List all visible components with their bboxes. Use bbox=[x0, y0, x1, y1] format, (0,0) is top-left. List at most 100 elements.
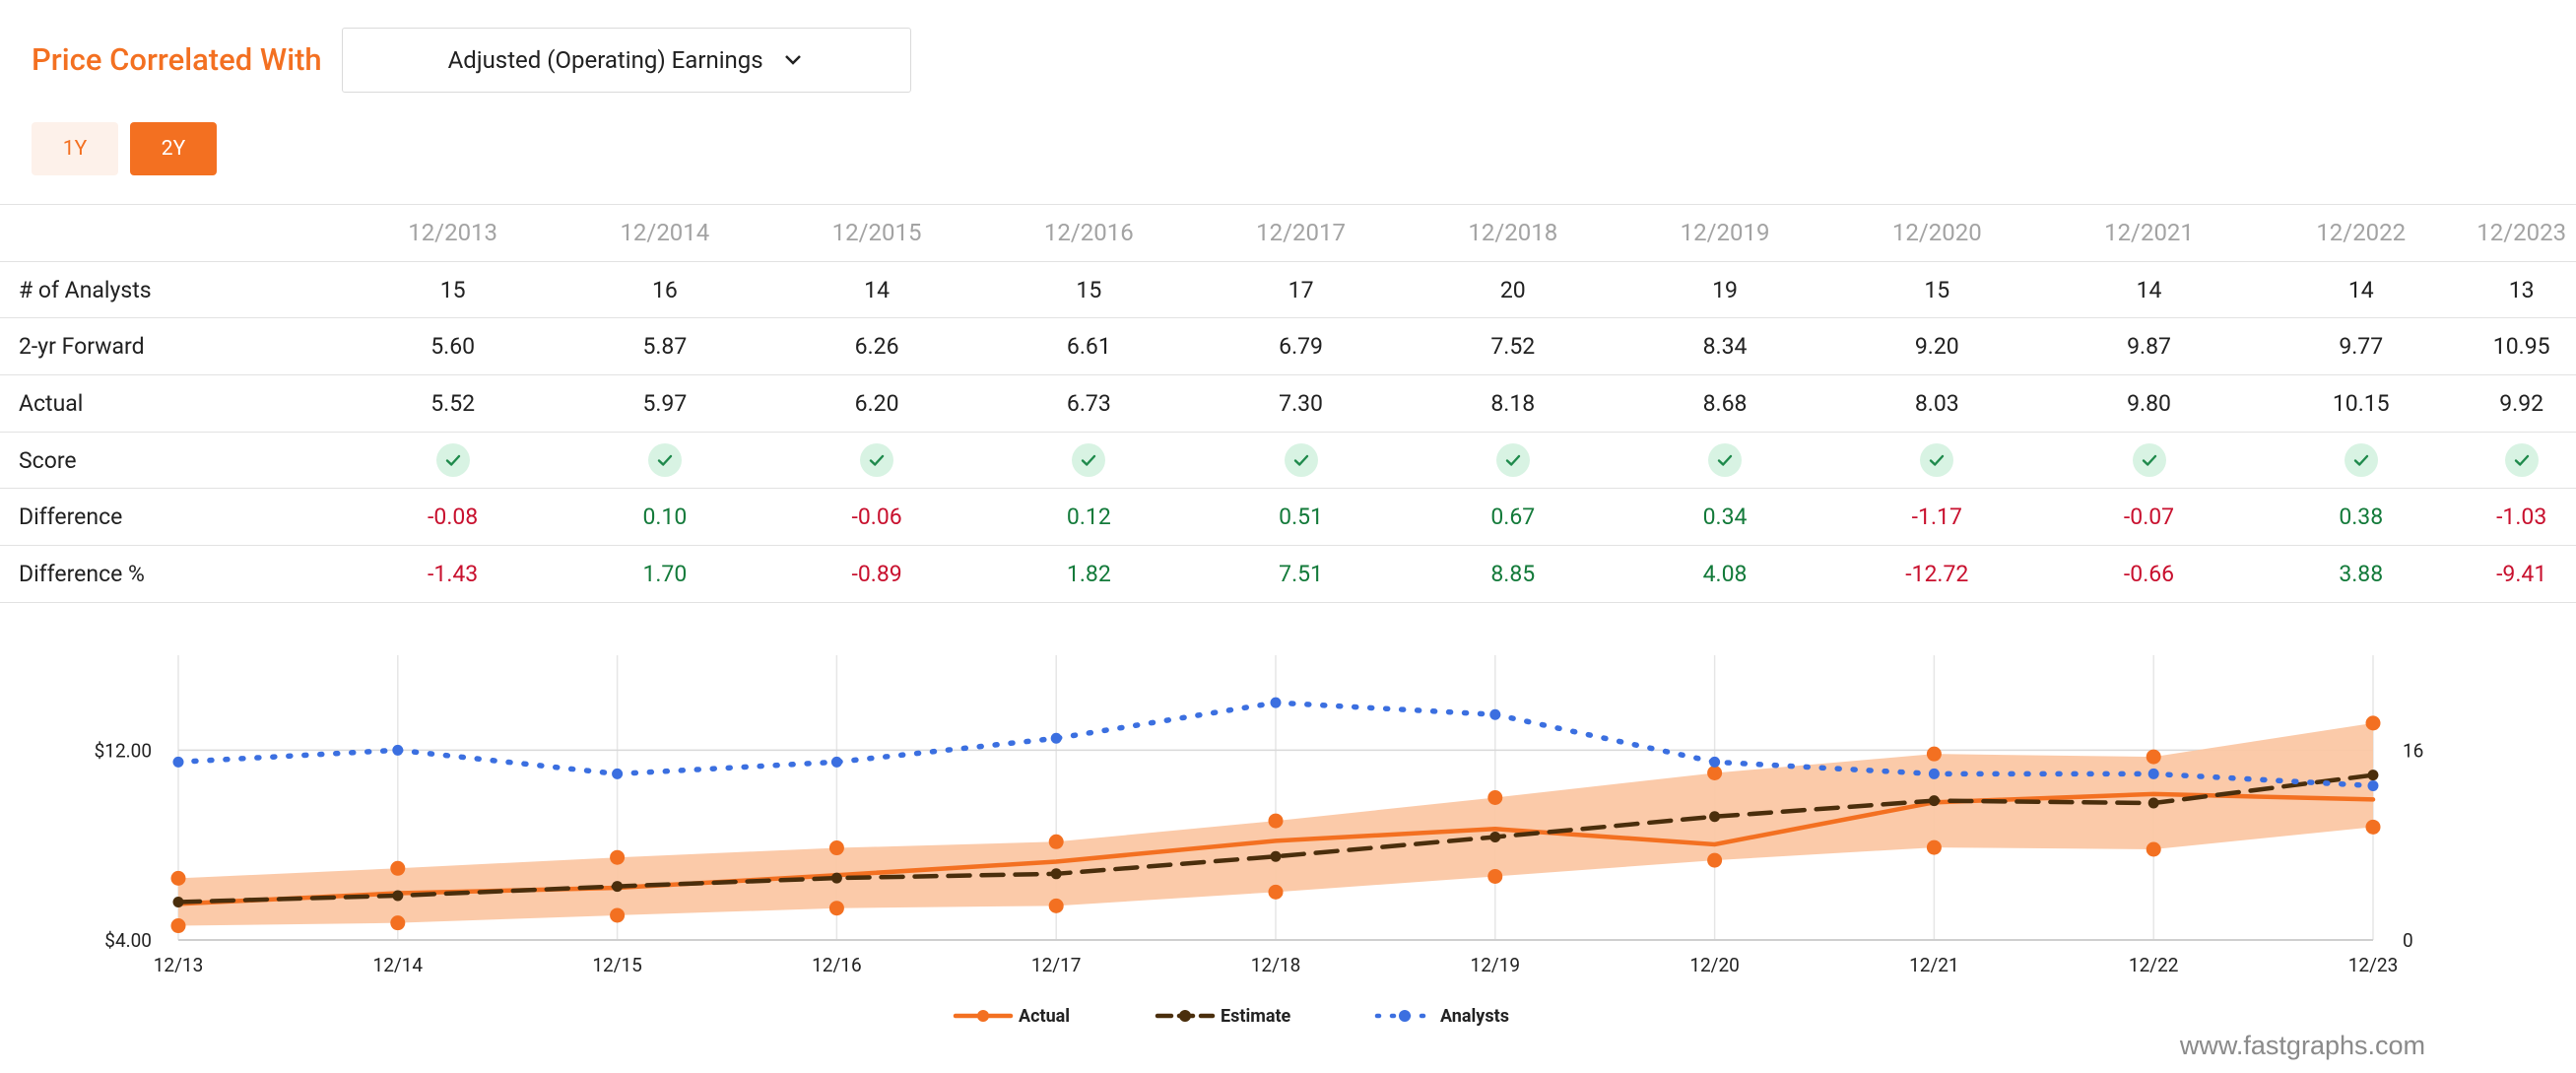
table-cell: 0.10 bbox=[559, 488, 771, 546]
series-line-actual bbox=[175, 791, 2376, 906]
table-cell: 6.73 bbox=[982, 374, 1195, 433]
table-cell: 5.52 bbox=[347, 374, 560, 433]
series-point-estimate bbox=[1489, 831, 1501, 842]
y-left-tick-label: $12.00 bbox=[95, 739, 152, 762]
chart-series bbox=[170, 697, 2381, 934]
legend-marker-estimate bbox=[1179, 1010, 1191, 1022]
score-cell bbox=[2042, 431, 2256, 489]
legend-label: Analysts bbox=[1440, 1006, 1509, 1027]
column-header: 12/2014 bbox=[559, 204, 771, 262]
column-header: 12/2017 bbox=[1194, 204, 1408, 262]
band-lower-point bbox=[1926, 839, 1942, 855]
table-cell: 14 bbox=[770, 260, 983, 318]
legend-marker-analysts bbox=[1399, 1010, 1411, 1022]
row-label: # of Analysts bbox=[0, 260, 348, 318]
x-tick-label: 12/19 bbox=[1471, 954, 1521, 976]
band-upper-point bbox=[390, 860, 406, 876]
band-upper-point bbox=[1487, 790, 1503, 805]
column-header: 12/2013 bbox=[347, 204, 560, 262]
table-cell: 15 bbox=[982, 260, 1195, 318]
series-point-analysts bbox=[2147, 768, 2159, 779]
check-icon bbox=[435, 443, 470, 478]
series-point-estimate bbox=[392, 890, 404, 902]
table-cell: 5.97 bbox=[559, 374, 771, 433]
check-icon bbox=[1920, 443, 1954, 478]
table-cell: 8.03 bbox=[1830, 374, 2043, 433]
x-tick-label: 12/17 bbox=[1031, 954, 1082, 976]
earnings-type-select[interactable]: Adjusted (Operating) Earnings bbox=[341, 27, 911, 93]
legend-label: Actual bbox=[1019, 1006, 1070, 1027]
table-cell: 3.88 bbox=[2255, 545, 2468, 603]
period-1y-button[interactable]: 1Y bbox=[32, 122, 118, 175]
period-2y-button[interactable]: 2Y bbox=[130, 122, 217, 175]
legend-marker-actual bbox=[977, 1010, 989, 1022]
band-upper-point bbox=[1048, 834, 1064, 849]
table-cell: 19 bbox=[1618, 260, 1831, 318]
score-cell bbox=[770, 431, 983, 489]
table-cell: 6.79 bbox=[1194, 317, 1408, 375]
series-point-estimate bbox=[1270, 850, 1282, 862]
table-row: Difference % -1.43 1.70 -0.89 1.82 7.51 8.85 4.… bbox=[0, 545, 2576, 603]
table-row: Difference -0.08 0.10 -0.06 0.12 0.51 0.67 0.34… bbox=[0, 488, 2576, 546]
table-cell: 4.08 bbox=[1618, 545, 1831, 603]
score-cell bbox=[982, 431, 1195, 489]
table-cell: -0.89 bbox=[770, 545, 983, 603]
check-icon bbox=[1284, 443, 1318, 478]
table-cell: -0.07 bbox=[2042, 488, 2256, 546]
score-cell bbox=[1194, 431, 1408, 489]
band-upper-point bbox=[2146, 749, 2161, 765]
table-cell: 13 bbox=[2467, 260, 2576, 318]
column-header: 12/2016 bbox=[982, 204, 1195, 262]
table-header-row: 12/2013 12/2014 12/2015 12/2016 12/2017 12/20… bbox=[0, 204, 2576, 262]
series-point-estimate bbox=[612, 881, 624, 893]
header: Price Correlated With Adjusted (Operatin… bbox=[32, 27, 911, 93]
band-lower-point bbox=[390, 915, 406, 931]
band-lower-point bbox=[170, 918, 186, 934]
earnings-chart: 12/13 12/14 12/15 12/16 12/17 12/18 12/19 12/20… bbox=[95, 655, 2425, 1060]
y-left-tick-label: $4.00 bbox=[104, 929, 152, 952]
band-lower-point bbox=[1268, 884, 1284, 900]
table-cell: 0.51 bbox=[1194, 488, 1408, 546]
table-cell: -0.66 bbox=[2042, 545, 2256, 603]
x-tick-label: 12/16 bbox=[812, 954, 862, 976]
table-cell: 20 bbox=[1407, 260, 1619, 318]
check-icon bbox=[1072, 443, 1106, 478]
row-label: Score bbox=[0, 431, 348, 489]
table-row: Actual 5.52 5.97 6.20 6.73 7.30 8.18 8.68 8.03 9.… bbox=[0, 374, 2576, 433]
band-upper-point bbox=[1926, 746, 1942, 762]
band-upper-point bbox=[610, 849, 626, 865]
series-point-estimate bbox=[1928, 795, 1940, 807]
table-cell: -9.41 bbox=[2467, 545, 2576, 603]
table-cell: -1.43 bbox=[347, 545, 560, 603]
estimate-table: 12/2013 12/2014 12/2015 12/2016 12/2017 12/20… bbox=[0, 204, 2576, 603]
x-tick-label: 12/20 bbox=[1689, 954, 1740, 976]
table-cell: 5.87 bbox=[559, 317, 771, 375]
table-cell: 9.80 bbox=[2042, 374, 2256, 433]
table-row: # of Analysts 15 16 14 15 17 20 19 15 14 14 13 bbox=[0, 260, 2576, 318]
table-cell: 6.20 bbox=[770, 374, 983, 433]
series-point-analysts bbox=[612, 768, 624, 779]
table-cell: 7.52 bbox=[1407, 317, 1619, 375]
table-cell: 8.85 bbox=[1407, 545, 1619, 603]
table-cell: 6.26 bbox=[770, 317, 983, 375]
x-tick-label: 12/23 bbox=[2348, 954, 2399, 976]
series-point-analysts bbox=[2367, 779, 2379, 791]
band-lower-point bbox=[828, 901, 844, 916]
table-cell: 1.82 bbox=[982, 545, 1195, 603]
column-header: 12/2023 bbox=[2467, 204, 2576, 262]
table-cell: 7.30 bbox=[1194, 374, 1408, 433]
band-lower-point bbox=[1487, 868, 1503, 884]
series-point-analysts bbox=[392, 744, 404, 756]
series-point-analysts bbox=[1489, 708, 1501, 720]
column-header: 12/2015 bbox=[770, 204, 983, 262]
table-cell: 0.67 bbox=[1407, 488, 1619, 546]
band-lower-point bbox=[1048, 898, 1064, 913]
watermark: www.fastgraphs.com bbox=[2179, 1031, 2425, 1060]
series-point-estimate bbox=[1050, 868, 1062, 880]
table-cell: 9.87 bbox=[2042, 317, 2256, 375]
table-cell: 8.34 bbox=[1618, 317, 1831, 375]
column-header: 12/2020 bbox=[1830, 204, 2043, 262]
check-icon bbox=[2344, 443, 2378, 478]
chevron-down-icon bbox=[784, 54, 801, 65]
band-lower-point bbox=[610, 907, 626, 923]
